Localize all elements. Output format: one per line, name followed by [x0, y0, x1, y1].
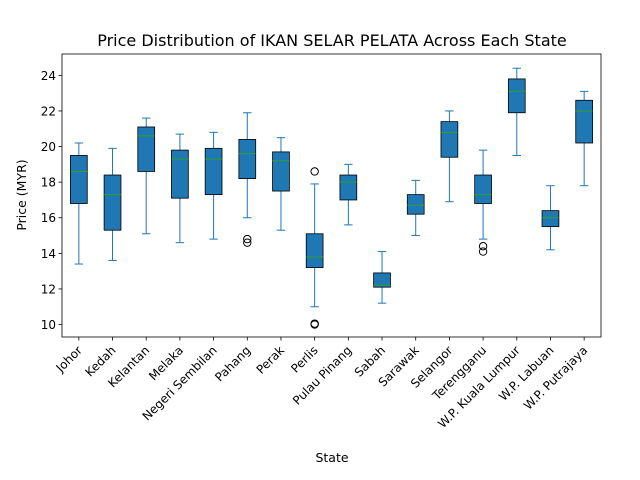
y-tick-label: 12	[41, 282, 56, 296]
y-tick-label: 24	[41, 69, 56, 83]
box-perak	[272, 151, 290, 192]
box-sarawak	[406, 194, 425, 215]
outlier-point	[310, 167, 319, 176]
box-perlis	[305, 233, 324, 268]
y-tick-label: 16	[41, 211, 56, 225]
x-axis-label: State	[315, 450, 348, 465]
box-w-p-labuan	[541, 210, 560, 228]
y-axis-label: Price (MYR)	[14, 159, 29, 230]
box-melaka	[171, 149, 189, 199]
box-w-p-kuala-lumpur	[507, 78, 526, 114]
x-tick-label: Perak	[254, 343, 288, 377]
y-tick-label: 10	[41, 318, 56, 332]
box-sabah	[373, 272, 391, 288]
outlier-point	[478, 242, 488, 251]
x-tick-label: Pahang	[212, 343, 253, 384]
box-terengganu	[474, 174, 492, 204]
y-tick-label: 20	[41, 140, 56, 154]
x-tick-label: Johor	[53, 343, 85, 375]
y-tick-label: 14	[41, 247, 56, 261]
plot-area: 1012141618202224JohorKedahKelantanMelaka…	[41, 53, 602, 431]
outlier-point	[243, 238, 252, 247]
outlier-point	[243, 234, 252, 244]
box-w-p-putrajaya	[575, 99, 593, 144]
box-johor	[70, 155, 88, 204]
chart-title: Price Distribution of IKAN SELAR PELATA …	[97, 31, 567, 50]
y-tick-label: 22	[41, 104, 56, 118]
x-tick-label: Pulau Pinang	[290, 343, 355, 408]
box-kelantan	[137, 126, 156, 172]
outlier-point	[478, 247, 488, 256]
axes-frame	[61, 53, 602, 338]
outlier-point	[310, 319, 319, 328]
box-negeri-sembilan	[204, 147, 223, 196]
box-selangor	[440, 121, 459, 158]
y-tick-label: 18	[41, 176, 56, 190]
box-pulau-pinang	[339, 174, 358, 201]
box-kedah	[103, 174, 122, 231]
box-pahang	[238, 139, 257, 179]
